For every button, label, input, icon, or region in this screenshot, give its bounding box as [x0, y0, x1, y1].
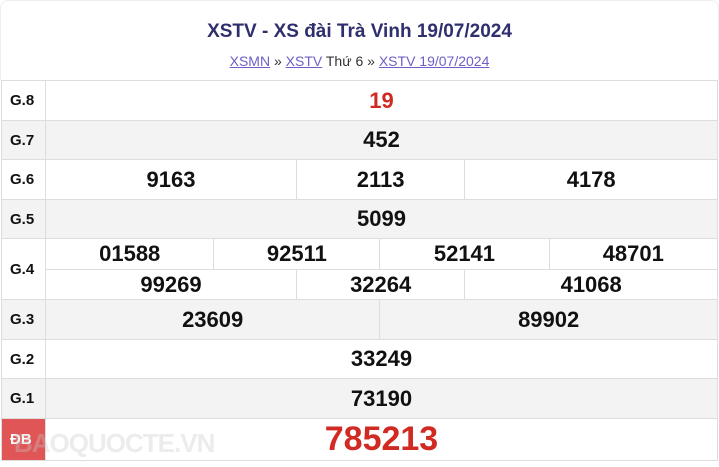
prize-label: ĐB — [1, 418, 46, 461]
prize-label: G.1 — [1, 378, 46, 419]
prize-number: 5099 — [45, 199, 718, 239]
breadcrumb-sep: » — [270, 53, 286, 69]
prize-number: 52141 — [379, 238, 550, 270]
prize-number: 92511 — [213, 238, 381, 270]
prize-number: 33249 — [45, 339, 718, 379]
row-db: ĐB 785213 — [1, 418, 718, 461]
page-title: XSTV - XS đài Trà Vinh 19/07/2024 — [207, 21, 512, 42]
prize-label: G.5 — [1, 199, 46, 239]
prize-number: 89902 — [379, 299, 718, 340]
row-g3: G.3 23609 89902 — [1, 299, 718, 340]
prize-label: G.7 — [1, 120, 46, 160]
row-g4: G.4 01588 92511 52141 48701 — [1, 238, 719, 300]
prize-number: 4178 — [464, 159, 718, 200]
row-g1: G.1 73190 — [1, 378, 718, 419]
breadcrumb: XSMN » XSTV Thứ 6 » XSTV 19/07/2024 — [1, 53, 718, 69]
breadcrumb-day: Thứ 6 — [322, 53, 364, 69]
prize-number: 19 — [45, 80, 718, 121]
prize-number: 452 — [45, 120, 718, 160]
prize-number: 99269 — [45, 269, 297, 300]
row-g4b: 99269 32264 41068 — [2, 269, 718, 300]
special-prize-number: 785213 — [45, 418, 718, 461]
prize-number: 32264 — [295, 269, 466, 300]
breadcrumb-xsmn[interactable]: XSMN — [229, 53, 271, 69]
prize-label: G.8 — [1, 80, 46, 121]
results-table: G.8 19 G.7 452 G.6 9163 2113 4178 G.5 5099 G.4… — [1, 80, 719, 461]
prize-label: G.3 — [1, 299, 46, 340]
breadcrumb-sep: » — [363, 53, 379, 69]
prize-number: 23609 — [44, 299, 381, 340]
prize-label: G.6 — [1, 159, 46, 200]
row-g7: G.7 452 — [1, 120, 718, 160]
breadcrumb-xstv[interactable]: XSTV — [285, 53, 323, 69]
row-g8: G.8 19 — [1, 80, 718, 121]
prize-number: 01588 — [44, 238, 215, 270]
header: XSTV - XS đài Trà Vinh 19/07/2024 XSMN »… — [0, 0, 719, 80]
prize-number: 73190 — [45, 378, 718, 419]
prize-label: G.4 — [1, 238, 46, 300]
prize-number: 48701 — [548, 238, 719, 270]
prize-label: G.2 — [1, 339, 46, 379]
prize-number: 2113 — [295, 159, 466, 200]
row-g5: G.5 5099 — [1, 199, 718, 239]
breadcrumb-date[interactable]: XSTV 19/07/2024 — [378, 53, 490, 69]
row-g2: G.2 33249 — [1, 339, 718, 379]
row-g6: G.6 9163 2113 4178 — [1, 159, 718, 200]
prize-number: 41068 — [464, 269, 718, 300]
prize-number: 9163 — [45, 159, 297, 200]
